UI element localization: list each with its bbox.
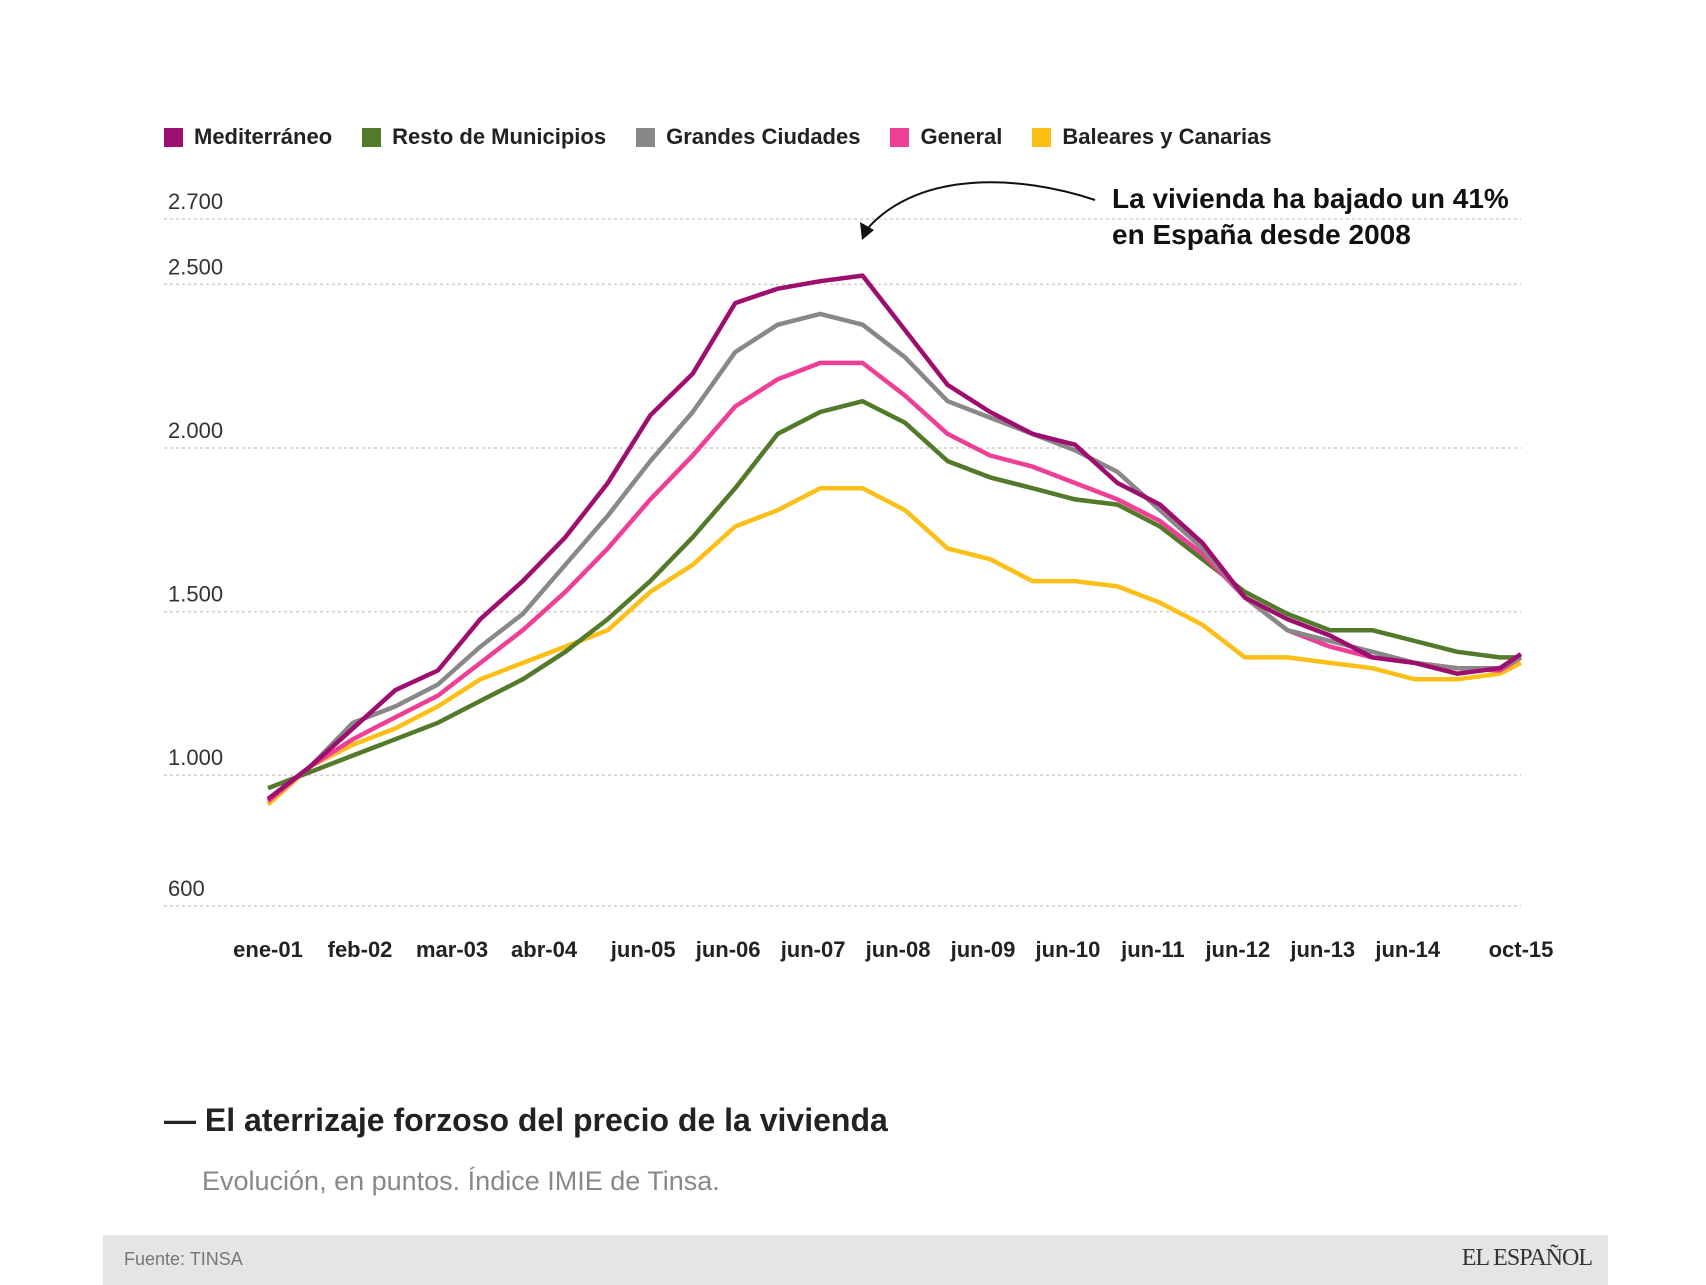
chart-subtitle: Evolución, en puntos. Índice IMIE de Tin…	[202, 1166, 720, 1197]
x-tick-label: jun-14	[1374, 937, 1441, 962]
x-tick-label: jun-05	[610, 937, 676, 962]
source-label: Fuente: TINSA	[124, 1249, 243, 1270]
chart-title: — El aterrizaje forzoso del precio de la…	[164, 1102, 888, 1139]
series-line-mediterr-neo	[268, 276, 1521, 799]
x-tick-label: ene-01	[233, 937, 303, 962]
x-tick-label: jun-10	[1035, 937, 1101, 962]
line-chart: 600 1.000 1.500 2.000 2.500 2.700 ene-01 feb-02…	[0, 0, 1706, 1100]
x-tick-label: jun-08	[865, 937, 931, 962]
annotation-line-2: en España desde 2008	[1112, 219, 1411, 251]
annotation-arrow	[868, 182, 1095, 228]
y-tick-label: 2.500	[168, 254, 223, 279]
el-espanol-logo: EL ESPAÑOL	[1462, 1245, 1592, 1272]
x-tick-label: jun-07	[780, 937, 846, 962]
y-tick-label: 1.500	[168, 582, 223, 607]
x-tick-label: oct-15	[1489, 937, 1554, 962]
annotation-line-1: La vivienda ha bajado un 41%	[1112, 183, 1509, 215]
series-line-general	[268, 363, 1521, 801]
x-tick-label: jun-13	[1289, 937, 1355, 962]
x-tick-label: mar-03	[416, 937, 488, 962]
x-tick-label: feb-02	[328, 937, 393, 962]
chart-title-text: El aterrizaje forzoso del precio de la v…	[205, 1102, 888, 1138]
y-tick-label: 2.700	[168, 189, 223, 214]
x-tick-label: jun-11	[1120, 937, 1185, 962]
x-tick-label: jun-12	[1204, 937, 1270, 962]
x-tick-label: abr-04	[511, 937, 578, 962]
y-tick-label: 600	[168, 876, 205, 901]
x-tick-label: jun-09	[950, 937, 1016, 962]
x-tick-label: jun-06	[695, 937, 761, 962]
footer-bar: Fuente: TINSA EL ESPAÑOL	[103, 1235, 1608, 1285]
series-line-resto-de-municipios	[268, 401, 1521, 788]
y-tick-label: 1.000	[168, 745, 223, 770]
y-tick-label: 2.000	[168, 418, 223, 443]
